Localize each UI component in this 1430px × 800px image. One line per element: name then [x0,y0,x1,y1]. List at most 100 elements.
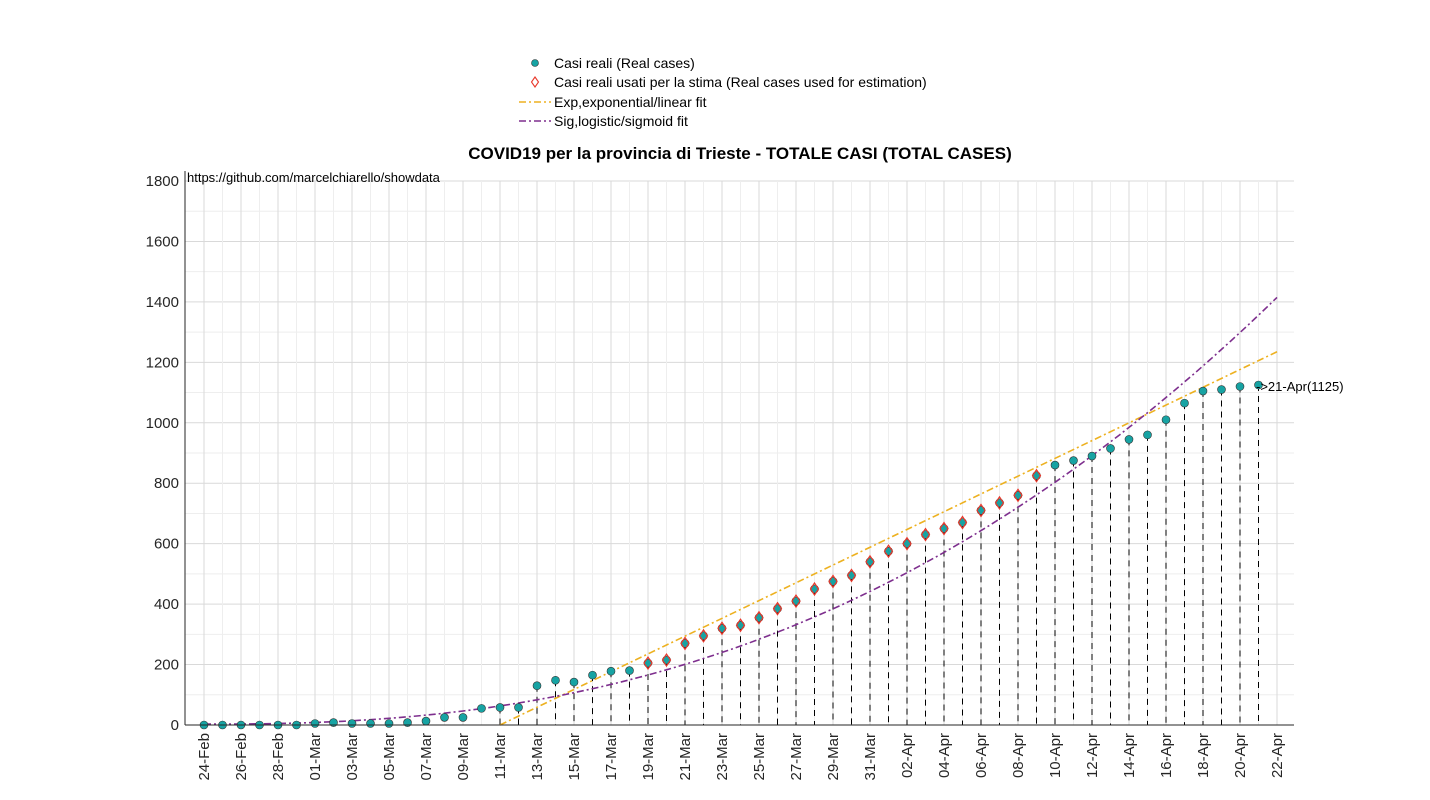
y-tick-label: 1200 [146,354,179,371]
estimation-point [957,515,968,530]
real-case-point [514,703,523,712]
y-tick-label: 1400 [146,294,179,311]
real-case-point [1235,382,1245,391]
estimation-point [828,574,838,589]
x-tick-label: 24-Feb [196,733,213,781]
estimation-point [976,503,986,518]
estimation-point [1013,488,1023,503]
estimation-point [791,594,801,609]
estimation-point [883,544,894,559]
legend-label: Casi reali (Real cases) [554,55,695,71]
x-tick-label: 25-Mar [751,733,768,781]
x-tick-label: 27-Mar [788,733,805,781]
data-points [199,380,1263,730]
y-tick-label: 1000 [146,415,179,432]
y-tick-label: 600 [154,536,179,553]
real-case-point [588,670,597,680]
real-case-point [532,681,542,691]
x-tick-label: 26-Feb [233,733,250,781]
real-case-point [606,666,616,676]
estimation-point [809,581,820,597]
x-tick-label: 05-Mar [381,733,398,781]
estimation-point [680,636,690,651]
estimation-point [920,527,931,542]
estimation-point [846,568,857,583]
x-tick-label: 03-Mar [344,733,361,781]
real-case-point [1106,444,1115,453]
estimation-point [902,536,912,551]
legend: Casi reali (Real cases) Casi reali usati … [519,55,927,129]
real-case-point [421,716,431,726]
estimation-point [717,621,727,636]
y-tick-label: 200 [154,657,179,674]
estimation-point [939,521,949,536]
x-tick-label: 10-Apr [1047,733,1064,778]
real-case-point [1143,430,1152,440]
y-tick-label: 0 [171,717,179,734]
x-tick-label: 07-Mar [418,733,435,781]
estimation-point [772,601,783,616]
x-tick-label: 08-Apr [1010,733,1027,778]
chart-title: COVID19 per la provincia di Trieste - TO… [468,144,1011,163]
real-case-point [477,704,486,713]
real-case-point [347,719,357,728]
legend-marker-real [531,59,539,67]
estimation-point [735,618,746,633]
x-tick-label: 16-Apr [1158,733,1175,778]
grid-lines [185,180,1294,726]
x-tick-label: 18-Apr [1195,733,1212,778]
estimation-point [865,554,875,569]
x-tick-label: 06-Apr [973,733,990,778]
real-case-point [1069,456,1078,465]
stem-lines [499,385,1259,725]
x-tick-label: 19-Mar [640,733,657,781]
x-tick-label: 17-Mar [603,733,620,781]
x-tick-label: 14-Apr [1121,733,1138,778]
y-tick-label: 1600 [146,233,179,250]
x-tick-label: 13-Mar [529,733,546,781]
legend-marker-estimation [530,76,540,88]
sigmoid-fit-curve [204,296,1278,725]
tick-labels: 0 200 400 600 800 1000 1200 1400 1600 1800 24-Feb 2… [146,173,1286,781]
x-tick-label: 28-Feb [270,733,287,781]
real-case-point [625,666,634,675]
x-tick-label: 12-Apr [1084,733,1101,778]
estimation-point [754,610,764,625]
estimation-point [698,628,709,643]
real-case-point [1198,386,1208,396]
x-tick-label: 04-Apr [936,733,953,778]
last-point-label: ->21-Apr(1125) [1256,379,1344,394]
legend-label: Sig,logistic/sigmoid fit [554,113,688,129]
estimation-point [1031,468,1042,483]
legend-label: Casi reali usati per la stima (Real case… [554,74,927,90]
real-case-point [458,713,468,722]
x-tick-label: 21-Mar [677,733,694,781]
real-case-point [1180,398,1189,408]
real-case-point [1254,380,1263,390]
x-tick-label: 15-Mar [566,733,583,781]
x-tick-label: 09-Mar [455,733,472,781]
real-case-point [366,719,375,728]
fit-curves [204,296,1278,726]
real-case-point [310,719,320,728]
x-tick-label: 23-Mar [714,733,731,781]
y-tick-label: 1800 [146,173,179,190]
real-case-point [1050,460,1060,470]
axes [184,171,1294,726]
legend-label: Exp,exponential/linear fit [554,94,707,110]
real-case-point [1161,415,1171,425]
real-case-point [440,713,449,722]
estimation-point [661,652,672,668]
exp-fit-line [499,351,1278,726]
real-case-point [569,677,579,687]
estimation-point [643,655,653,671]
x-tick-label: 31-Mar [862,733,879,781]
x-tick-label: 29-Mar [825,733,842,781]
real-case-point [495,703,505,712]
x-tick-label: 01-Mar [307,733,324,781]
x-tick-label: 02-Apr [899,733,916,778]
real-case-point [551,675,560,685]
source-note: https://github.com/marcelchiarello/showd… [187,170,441,185]
real-case-point [1087,451,1097,461]
